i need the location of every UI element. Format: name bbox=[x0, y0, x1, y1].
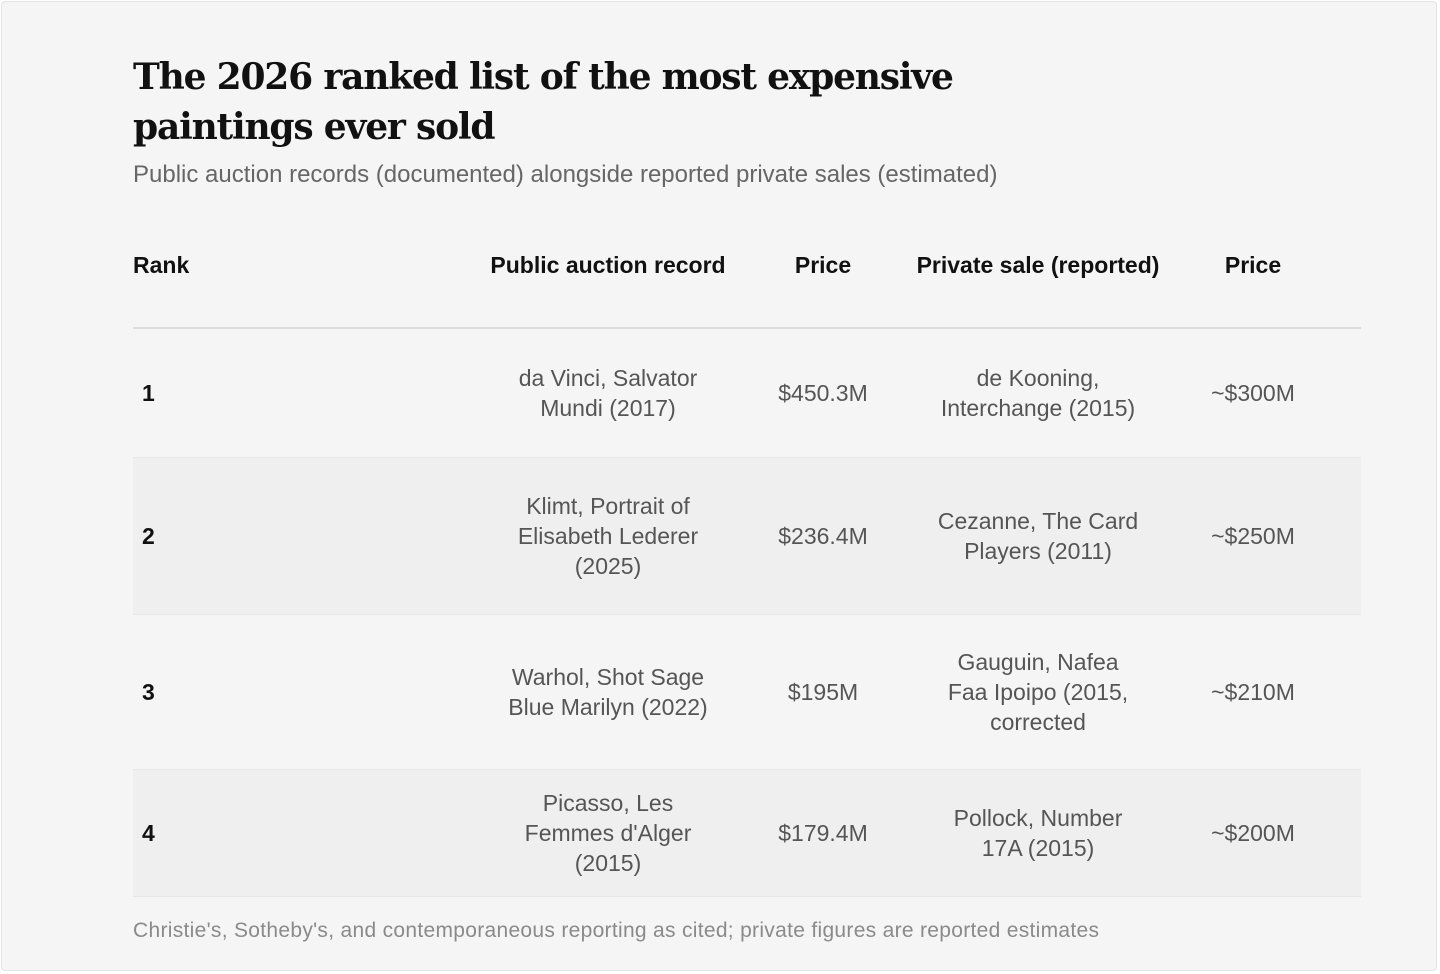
column-header-private-sale: Private sale (reported) bbox=[916, 252, 1160, 278]
column-header-rank: Rank bbox=[133, 252, 190, 278]
auction-record-cell: da Vinci, Salvator Mundi (2017) bbox=[518, 365, 698, 421]
rank-cell: 2 bbox=[142, 523, 155, 549]
private-price-cell: ~$250M bbox=[1211, 523, 1295, 549]
rank-cell: 3 bbox=[142, 679, 155, 705]
rank-cell: 1 bbox=[142, 380, 155, 406]
auction-price-cell: $179.4M bbox=[778, 820, 868, 846]
chart-subtitle: Public auction records (documented) alon… bbox=[133, 161, 998, 188]
table-row: 1 da Vinci, Salvator Mundi (2017) $450.3… bbox=[133, 329, 1361, 458]
table-row: 4 Picasso, Les Femmes d'Alger (2015) $17… bbox=[133, 770, 1361, 897]
source-footnote: Christie's, Sotheby's, and contemporaneo… bbox=[133, 919, 1100, 942]
table-header-row: Rank Public auction record Price Private… bbox=[133, 242, 1361, 329]
auction-price-cell: $236.4M bbox=[778, 523, 868, 549]
column-header-private-price: Price bbox=[1224, 252, 1282, 278]
auction-record-cell: Warhol, Shot Sage Blue Marilyn (2022) bbox=[508, 664, 708, 720]
private-sale-cell: Pollock, Number 17A (2015) bbox=[953, 805, 1123, 861]
auction-price-cell: $450.3M bbox=[778, 380, 868, 406]
paintings-table: Rank Public auction record Price Private… bbox=[133, 242, 1361, 897]
rank-cell: 4 bbox=[142, 820, 155, 846]
private-price-cell: ~$210M bbox=[1211, 679, 1295, 705]
auction-record-cell: Picasso, Les Femmes d'Alger (2015) bbox=[524, 790, 692, 876]
chart-title: The 2026 ranked list of the most expensi… bbox=[133, 56, 954, 148]
table-row: 2 Klimt, Portrait of Elisabeth Lederer (… bbox=[133, 458, 1361, 615]
private-sale-cell: Gauguin, Nafea Faa Ipoipo (2015, correct… bbox=[947, 649, 1129, 735]
private-sale-cell: de Kooning, Interchange (2015) bbox=[940, 365, 1136, 421]
table-row: 3 Warhol, Shot Sage Blue Marilyn (2022) … bbox=[133, 615, 1361, 770]
auction-record-cell: Klimt, Portrait of Elisabeth Lederer (20… bbox=[517, 493, 699, 579]
private-price-cell: ~$200M bbox=[1211, 820, 1295, 846]
column-header-auction-record: Public auction record bbox=[490, 252, 726, 278]
column-header-auction-price: Price bbox=[794, 252, 852, 278]
private-price-cell: ~$300M bbox=[1211, 380, 1295, 406]
auction-price-cell: $195M bbox=[787, 679, 859, 705]
private-sale-cell: Cezanne, The Card Players (2011) bbox=[937, 508, 1139, 564]
